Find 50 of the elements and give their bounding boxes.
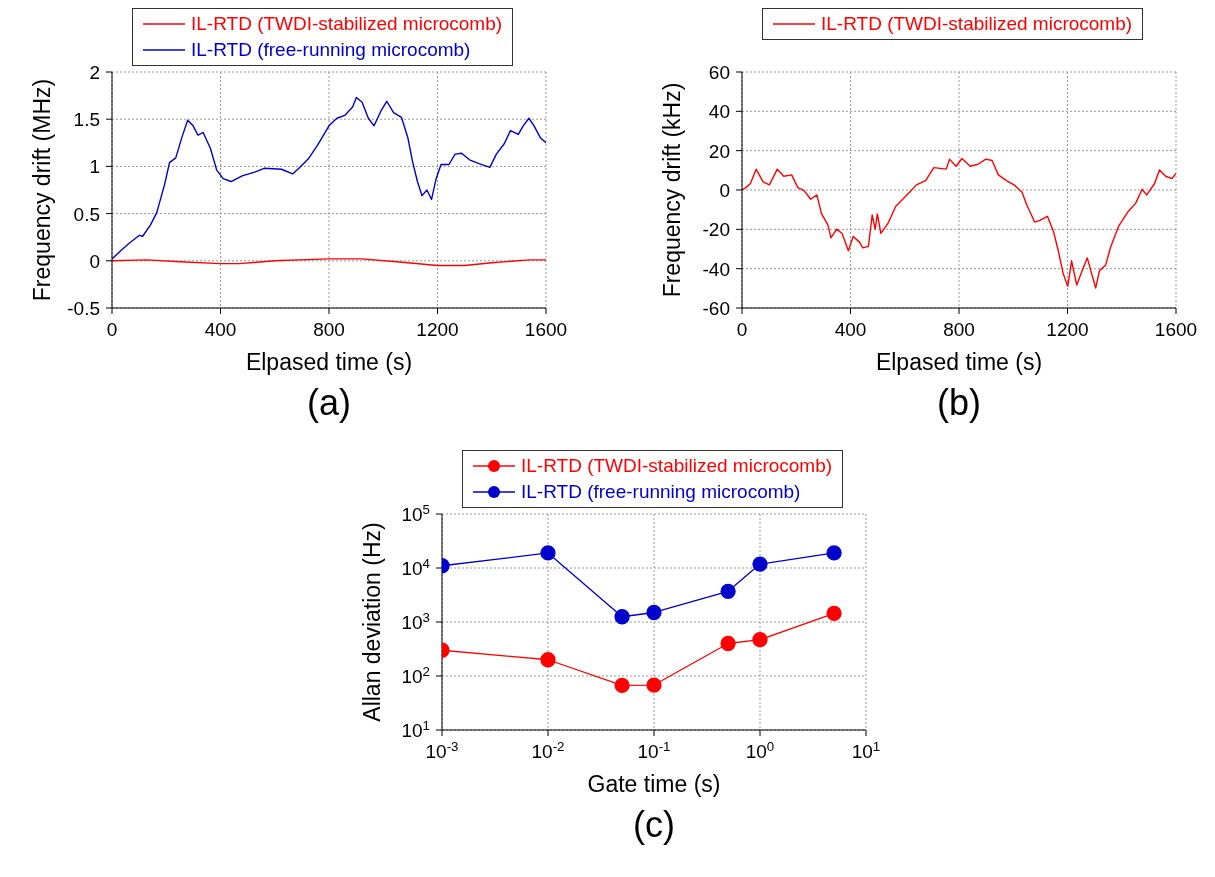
line-series	[112, 258, 546, 267]
x-tick-label: 1200	[416, 319, 459, 340]
y-tick-label: 40	[708, 101, 730, 123]
legend-label: IL-RTD (free-running microcomb)	[521, 480, 801, 504]
y-tick-label: 1.5	[73, 109, 100, 131]
text: (b)	[936, 382, 982, 424]
x-tick-label: 10$^{-1}$	[637, 738, 671, 762]
y-axis-title: Frequency drift (kHz)	[659, 82, 686, 298]
legend-label: IL-RTD (TWDI-stabilized microcomb)	[521, 454, 833, 478]
x-tick-label: 0	[736, 319, 748, 340]
x-tick-label: 800	[943, 319, 975, 340]
text: (c)	[632, 804, 676, 846]
legend-label: IL-RTD (TWDI-stabilized microcomb)	[191, 12, 503, 36]
y-tick-label: -60	[702, 298, 730, 319]
y-tick-label: 0	[719, 180, 730, 201]
legend-label: IL-RTD (TWDI-stabilized microcomb)	[821, 12, 1133, 36]
x-tick-label: 1600	[1154, 319, 1198, 340]
text: (a)	[306, 382, 352, 424]
y-tick-label: 1	[89, 156, 100, 178]
y-tick-label: 10$^{4}$	[401, 555, 430, 579]
x-tick-label: 1200	[1046, 319, 1089, 340]
y-axis-title: Frequency drift (MHz)	[29, 78, 56, 302]
y-tick-label: 10$^{3}$	[401, 609, 430, 633]
x-tick-label: 400	[834, 319, 867, 340]
x-tick-label: 10$^{-2}$	[531, 738, 565, 762]
line-series	[112, 96, 546, 260]
y-tick-label: 60	[708, 62, 730, 83]
x-tick-label: 10$^{-3}$	[425, 738, 459, 762]
y-tick-label: 10$^{5}$	[401, 501, 430, 525]
line-series	[742, 157, 1176, 289]
y-tick-label: 10$^{2}$	[401, 663, 430, 687]
y-tick-label: -0.5	[67, 298, 100, 319]
x-tick-label: 10$^{0}$	[745, 738, 775, 762]
x-tick-label: 400	[204, 319, 237, 340]
y-tick-label: 0	[89, 250, 100, 272]
x-axis-title: Gate time (s)	[587, 771, 721, 797]
x-tick-label: 1600	[524, 319, 568, 340]
y-tick-label: 20	[708, 140, 730, 162]
x-tick-label: 800	[313, 319, 345, 340]
y-tick-label: 0.5	[73, 203, 100, 225]
x-tick-label: 10$^{1}$	[851, 738, 881, 762]
y-axis-title: Allan deviation (Hz)	[359, 522, 386, 722]
y-tick-label: -40	[702, 258, 730, 280]
y-tick-label: 10$^{1}$	[401, 717, 430, 741]
x-axis-title: Elpased time (s)	[875, 349, 1043, 375]
x-axis-title: Elpased time (s)	[245, 349, 413, 375]
y-tick-label: 2	[89, 62, 100, 83]
legend-label: IL-RTD (free-running microcomb)	[191, 38, 471, 62]
x-tick-label: 0	[106, 319, 118, 340]
y-tick-label: -20	[702, 219, 730, 241]
